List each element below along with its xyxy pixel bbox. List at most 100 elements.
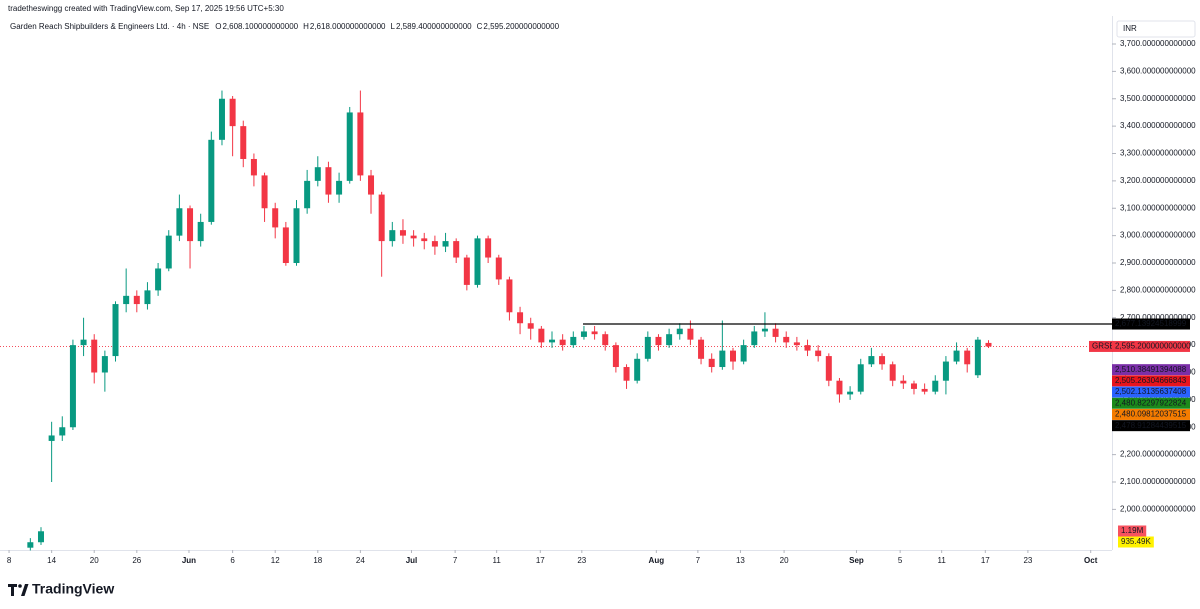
volume-label-box (1118, 536, 1154, 548)
candle-body (708, 358, 715, 368)
x-tick-label: 6 (230, 556, 235, 565)
x-tick-label: 5 (898, 556, 903, 565)
candle-body (612, 345, 619, 368)
symbol-label: GRSE (1092, 342, 1115, 351)
volume-label: 935.49K (1121, 537, 1151, 546)
logo-icon (18, 584, 22, 588)
candle-body (293, 208, 300, 264)
x-tick-label: Jun (182, 556, 196, 565)
candle-body (751, 331, 758, 346)
candle-body (282, 227, 289, 264)
candle-body (48, 435, 55, 441)
candles (27, 90, 992, 551)
x-tick-label: Sep (849, 556, 864, 565)
candle-body (368, 175, 375, 195)
y-tick-label: 2,700.000000000000 (1120, 313, 1196, 322)
candle-body (634, 358, 641, 381)
candle-body (421, 238, 428, 242)
candle-body (953, 350, 960, 362)
logo-icon (21, 584, 29, 596)
candle-body (879, 356, 886, 365)
candle-body (101, 356, 108, 373)
y-tick-label: 2,200.000000000000 (1120, 450, 1196, 459)
hline-label-box (1112, 318, 1190, 330)
candle-body (655, 336, 662, 346)
y-tick-label: 2,800.000000000000 (1120, 285, 1196, 294)
x-tick-label: 8 (7, 556, 12, 565)
candle-body (304, 180, 311, 209)
x-tick-label: 7 (453, 556, 458, 565)
x-tick-label: 12 (271, 556, 280, 565)
candle-body (900, 380, 907, 384)
candle-body (240, 126, 247, 159)
candle-body (229, 98, 236, 127)
y-tick-label: 3,300.000000000000 (1120, 149, 1196, 158)
candle-body (261, 175, 268, 209)
candle-body (942, 361, 949, 381)
price-label: 2,510.38491394088 (1115, 365, 1187, 374)
x-tick-label: 13 (736, 556, 745, 565)
candle-body (346, 112, 353, 181)
candle-body (399, 230, 406, 236)
candle-body (389, 230, 396, 242)
x-tick-label: 18 (313, 556, 322, 565)
candle-body (527, 323, 534, 329)
candle-body (580, 331, 587, 337)
candle-body (197, 221, 204, 242)
candle-body (772, 328, 779, 337)
brand-logo: TradingView (8, 581, 114, 597)
y-tick-label: 3,200.000000000000 (1120, 176, 1196, 185)
candle-body (570, 336, 577, 346)
candle-body (485, 238, 492, 258)
candle-body (740, 345, 747, 362)
candle-body (910, 383, 917, 389)
candle-body (687, 328, 694, 340)
candle-body (623, 367, 630, 381)
candle-body (165, 235, 172, 269)
x-tick-label: 17 (536, 556, 545, 565)
candle-body (208, 139, 215, 222)
candle-body (133, 295, 140, 305)
price-label: 2,478.91284439515 (1115, 421, 1187, 430)
x-tick-label: 20 (90, 556, 99, 565)
candle-body (825, 356, 832, 381)
candle-body (187, 208, 194, 242)
volume-label: 1.19M (1121, 526, 1144, 535)
y-tick-label: 2,000.000000000000 (1120, 504, 1196, 513)
candle-body (783, 336, 790, 343)
candle-body (218, 98, 225, 140)
candle-body (453, 241, 460, 258)
y-tick-label: 3,000.000000000000 (1120, 231, 1196, 240)
candle-body (506, 279, 513, 313)
candle-body (676, 328, 683, 335)
candle-body (698, 339, 705, 359)
last-price-box (1112, 340, 1190, 352)
candle-body (112, 304, 119, 357)
candle-body (761, 328, 768, 332)
price-label-box (1112, 408, 1190, 420)
candle-body (517, 312, 524, 324)
y-tick-label: 3,700.000000000000 (1120, 39, 1196, 48)
y-tick-label: 3,500.000000000000 (1120, 94, 1196, 103)
price-label: 2,480.82297922824 (1115, 398, 1187, 407)
candle-body (836, 380, 843, 395)
price-label-box (1112, 386, 1190, 398)
ohlc-key: C (477, 22, 483, 31)
candle-body (474, 238, 481, 285)
brand: TradingView (32, 581, 114, 597)
y-tick-label: 3,600.000000000000 (1120, 66, 1196, 75)
candle-body (59, 427, 66, 436)
x-tick-label: 7 (696, 556, 701, 565)
candle-body (985, 342, 992, 347)
currency-box (1116, 20, 1196, 38)
currency: INR (1123, 24, 1137, 33)
candle-body (272, 208, 279, 228)
price-label: 2,480.09812037515 (1115, 410, 1187, 419)
candle-body (804, 345, 811, 351)
x-tick-label: 14 (47, 556, 56, 565)
candle-body (495, 257, 502, 280)
y-tick-label: 3,400.000000000000 (1120, 121, 1196, 130)
x-tick-label: 24 (356, 556, 365, 565)
